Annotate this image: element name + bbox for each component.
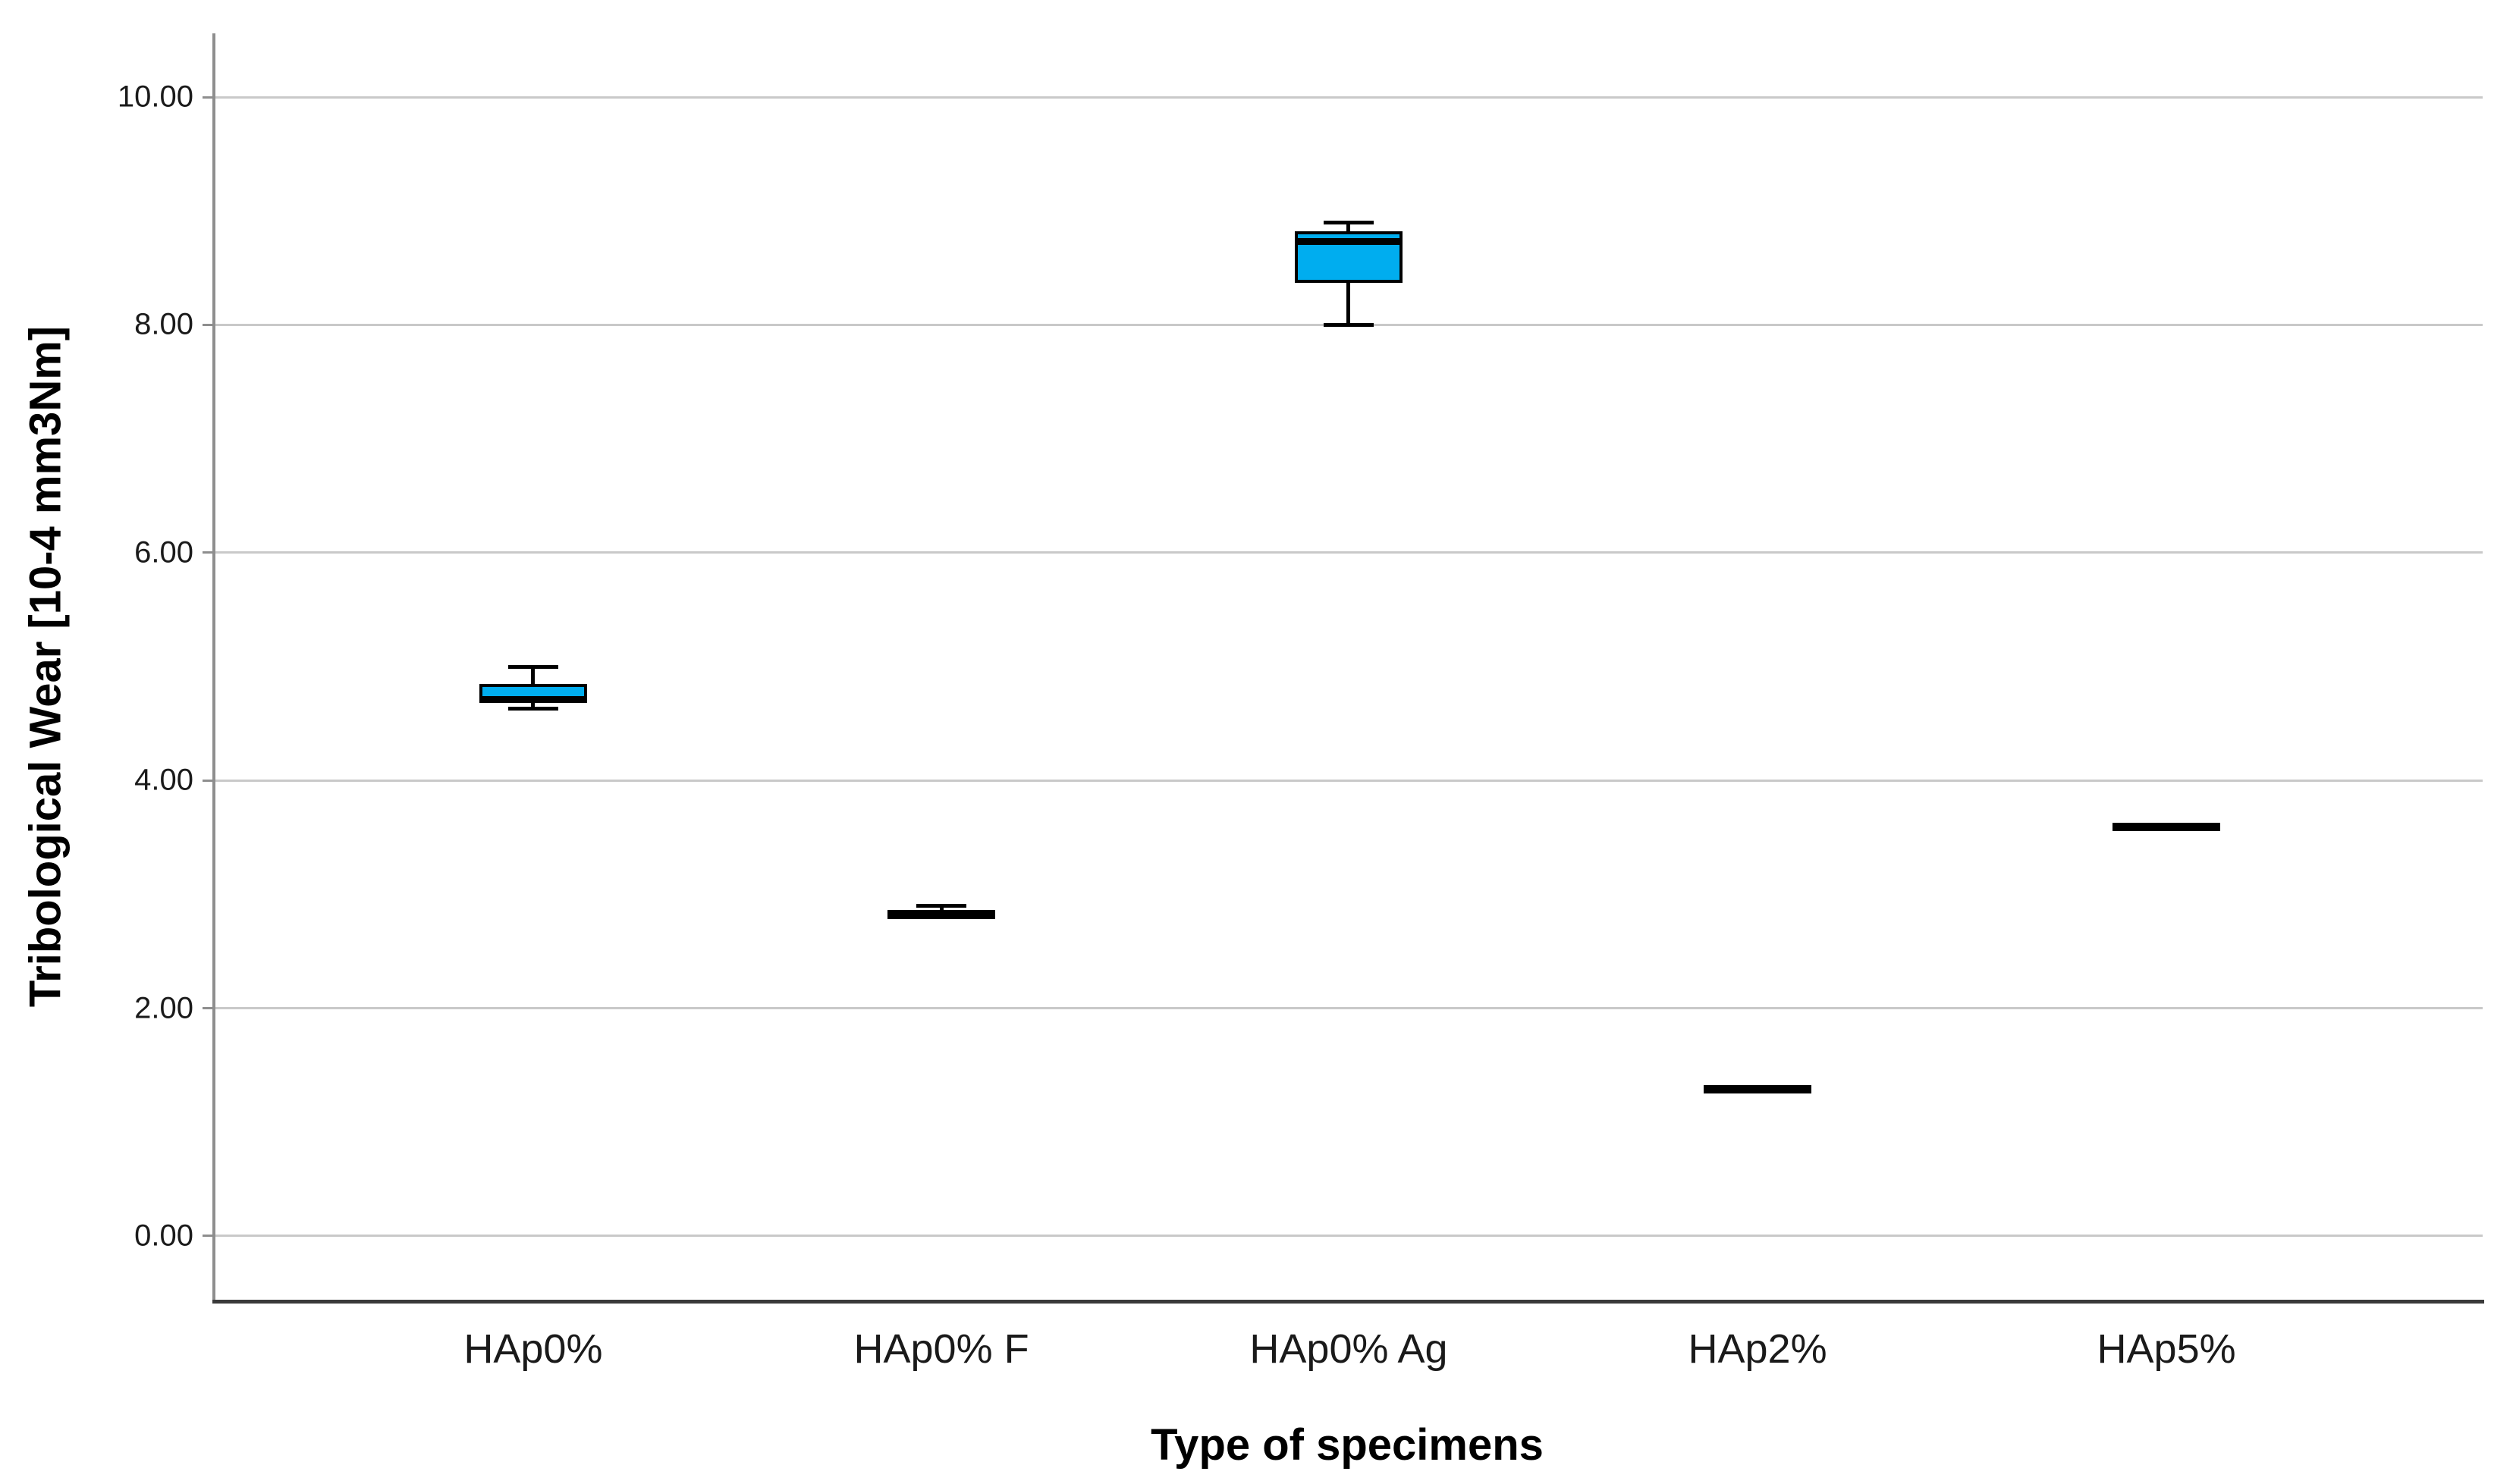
upper-whisker-cap <box>507 664 558 669</box>
x-tick-label: HAp5% <box>2097 1326 2236 1372</box>
gridline <box>212 1235 2483 1238</box>
y-tick-label: 2.00 <box>134 991 193 1025</box>
gridline <box>212 551 2483 554</box>
gridline <box>212 779 2483 782</box>
y-tick-label: 6.00 <box>134 535 193 569</box>
upper-whisker-stem <box>1346 222 1351 232</box>
gridline <box>212 1007 2483 1010</box>
y-tick-mark <box>203 1007 212 1010</box>
x-axis-line <box>212 1300 2484 1304</box>
upper-whisker-stem <box>531 667 536 684</box>
x-tick-label: HAp0% <box>463 1326 603 1372</box>
upper-whisker-cap <box>1323 220 1374 224</box>
y-tick-label: 10.00 <box>117 80 193 114</box>
y-axis-line <box>212 33 215 1300</box>
x-tick-label: HAp0% Ag <box>1249 1326 1448 1372</box>
y-tick-mark <box>203 323 212 326</box>
upper-whisker-cap <box>916 903 967 908</box>
median-line <box>479 696 587 704</box>
lower-whisker-cap <box>507 707 558 711</box>
x-tick-label: HAp2% <box>1688 1326 1827 1372</box>
x-tick-label: HAp0% F <box>853 1326 1029 1372</box>
y-tick-mark <box>203 1235 212 1238</box>
gridline <box>212 96 2483 99</box>
y-tick-label: 8.00 <box>134 307 193 341</box>
lower-whisker-cap <box>1323 322 1374 327</box>
median-line <box>1294 238 1403 246</box>
y-tick-label: 0.00 <box>134 1219 193 1253</box>
lower-whisker-stem <box>1346 282 1351 325</box>
y-tick-mark <box>203 96 212 99</box>
plot-area <box>212 33 2483 1300</box>
median-line <box>2112 823 2221 832</box>
y-tick-mark <box>203 551 212 554</box>
median-line <box>1704 1084 1812 1093</box>
lower-whisker-stem <box>531 703 536 709</box>
upper-whisker-stem <box>939 905 944 911</box>
y-tick-label: 4.00 <box>134 763 193 797</box>
median-line <box>887 911 996 918</box>
y-tick-mark <box>203 779 212 782</box>
y-axis-title: Tribological Wear [10-4 mm3Nm] <box>20 325 71 1008</box>
x-axis-title: Type of specimens <box>1151 1420 1544 1470</box>
